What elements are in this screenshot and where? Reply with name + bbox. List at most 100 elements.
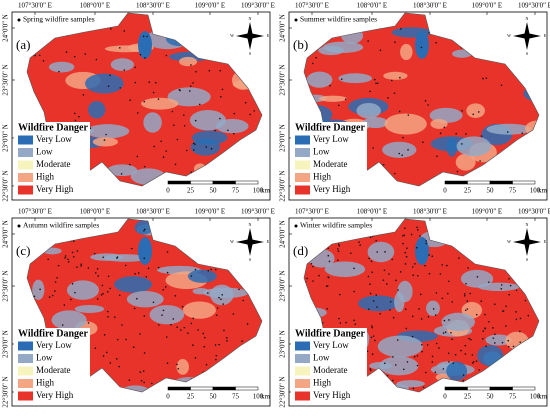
wildfire-point <box>466 300 469 302</box>
wildfire-point <box>371 325 373 327</box>
wildfire-point <box>160 140 162 143</box>
wildfire-point <box>384 251 386 253</box>
wildfire-point <box>129 163 131 166</box>
danger-patch <box>362 117 389 129</box>
wildfire-point <box>166 362 169 364</box>
wildfire-point <box>327 247 330 249</box>
legend-swatch <box>295 379 310 388</box>
wildfire-point <box>87 267 90 269</box>
map-panel: 107°30'0" E 108°0'0" E 108°30'0" E 109°0'0"… <box>279 2 550 202</box>
wildfire-point <box>42 60 45 62</box>
wildfire-point <box>471 362 474 364</box>
wildfire-point <box>134 66 137 69</box>
scale-label: 100 <box>530 187 541 195</box>
compass-letter: N <box>526 222 529 227</box>
wildfire-point <box>382 163 385 166</box>
wildfire-point <box>438 347 440 349</box>
wildfire-point <box>428 272 431 275</box>
wildfire-point <box>137 272 140 274</box>
wildfire-point <box>116 358 118 360</box>
wildfire-point <box>404 227 406 229</box>
panel-label: (d) <box>293 243 308 258</box>
wildfire-point <box>384 362 386 365</box>
wildfire-point <box>340 78 343 80</box>
wildfire-point <box>153 145 155 148</box>
wildfire-point <box>192 82 194 84</box>
wildfire-point <box>143 100 146 103</box>
wildfire-point <box>410 233 413 236</box>
lat-label: 24°0'0" N <box>2 220 10 248</box>
scale-segment <box>190 386 214 391</box>
wildfire-point <box>207 269 210 272</box>
wildfire-point <box>515 311 517 313</box>
wildfire-point <box>456 170 459 173</box>
wildfire-point <box>404 263 407 265</box>
wildfire-point <box>203 345 206 348</box>
wildfire-point <box>395 279 397 282</box>
wildfire-point <box>478 369 480 371</box>
wildfire-point <box>519 341 521 344</box>
danger-patch <box>66 280 99 300</box>
wildfire-point <box>133 307 136 310</box>
wildfire-point <box>321 321 324 324</box>
lon-label: 107°30'0" E <box>295 2 329 10</box>
wildfire-point <box>101 284 104 287</box>
lat-label: 23°0'0" N <box>279 124 287 152</box>
danger-patch <box>141 97 179 110</box>
wildfire-point <box>246 323 249 325</box>
wildfire-point <box>412 387 415 390</box>
wildfire-point <box>350 252 352 254</box>
wildfire-point <box>124 264 127 267</box>
compass-letter: W <box>507 239 511 244</box>
legend-label: Very Low <box>313 134 349 144</box>
wildfire-point <box>425 240 428 242</box>
lon-label: 108°0'0" E <box>357 208 387 216</box>
danger-patch <box>114 276 153 293</box>
wildfire-point <box>312 280 314 282</box>
danger-patch <box>383 71 408 80</box>
wildfire-point <box>190 275 193 277</box>
wildfire-point <box>465 133 467 135</box>
wildfire-point <box>371 353 374 355</box>
wildfire-point <box>374 339 376 342</box>
legend-swatch <box>18 135 33 145</box>
wildfire-point <box>432 308 435 310</box>
wildfire-point <box>143 352 146 354</box>
wildfire-point <box>142 35 145 38</box>
wildfire-point <box>455 132 457 135</box>
wildfire-point <box>143 165 146 168</box>
wildfire-point <box>110 28 112 30</box>
wildfire-point <box>375 294 378 296</box>
wildfire-point <box>441 264 443 266</box>
wildfire-point <box>118 365 121 368</box>
wildfire-point <box>202 332 205 335</box>
wildfire-point <box>194 268 197 271</box>
wildfire-point <box>327 254 330 257</box>
wildfire-point <box>249 113 251 116</box>
wildfire-point <box>142 370 145 372</box>
wildfire-point <box>359 244 361 246</box>
wildfire-point <box>397 289 399 291</box>
wildfire-point <box>103 139 106 141</box>
wildfire-point <box>354 323 357 325</box>
wildfire-point <box>48 296 51 298</box>
scale-label: 0 <box>166 187 170 195</box>
danger-patch <box>74 304 105 313</box>
wildfire-point <box>506 131 509 133</box>
wildfire-point <box>368 257 370 260</box>
wildfire-point <box>187 332 189 334</box>
danger-patch <box>446 137 458 157</box>
wildfire-point <box>158 324 160 326</box>
wildfire-point <box>221 293 224 296</box>
wildfire-point <box>102 292 104 295</box>
lat-label: 22°30'0" N <box>2 376 10 407</box>
wildfire-point <box>136 112 139 114</box>
wildfire-point <box>392 356 394 358</box>
wildfire-point <box>139 53 142 56</box>
wildfire-point <box>165 150 167 152</box>
compass-letter: E <box>544 33 547 38</box>
wildfire-point <box>447 280 450 283</box>
wildfire-point <box>464 353 467 355</box>
lat-label: 23°0'0" N <box>2 124 10 152</box>
wildfire-point <box>435 41 437 44</box>
